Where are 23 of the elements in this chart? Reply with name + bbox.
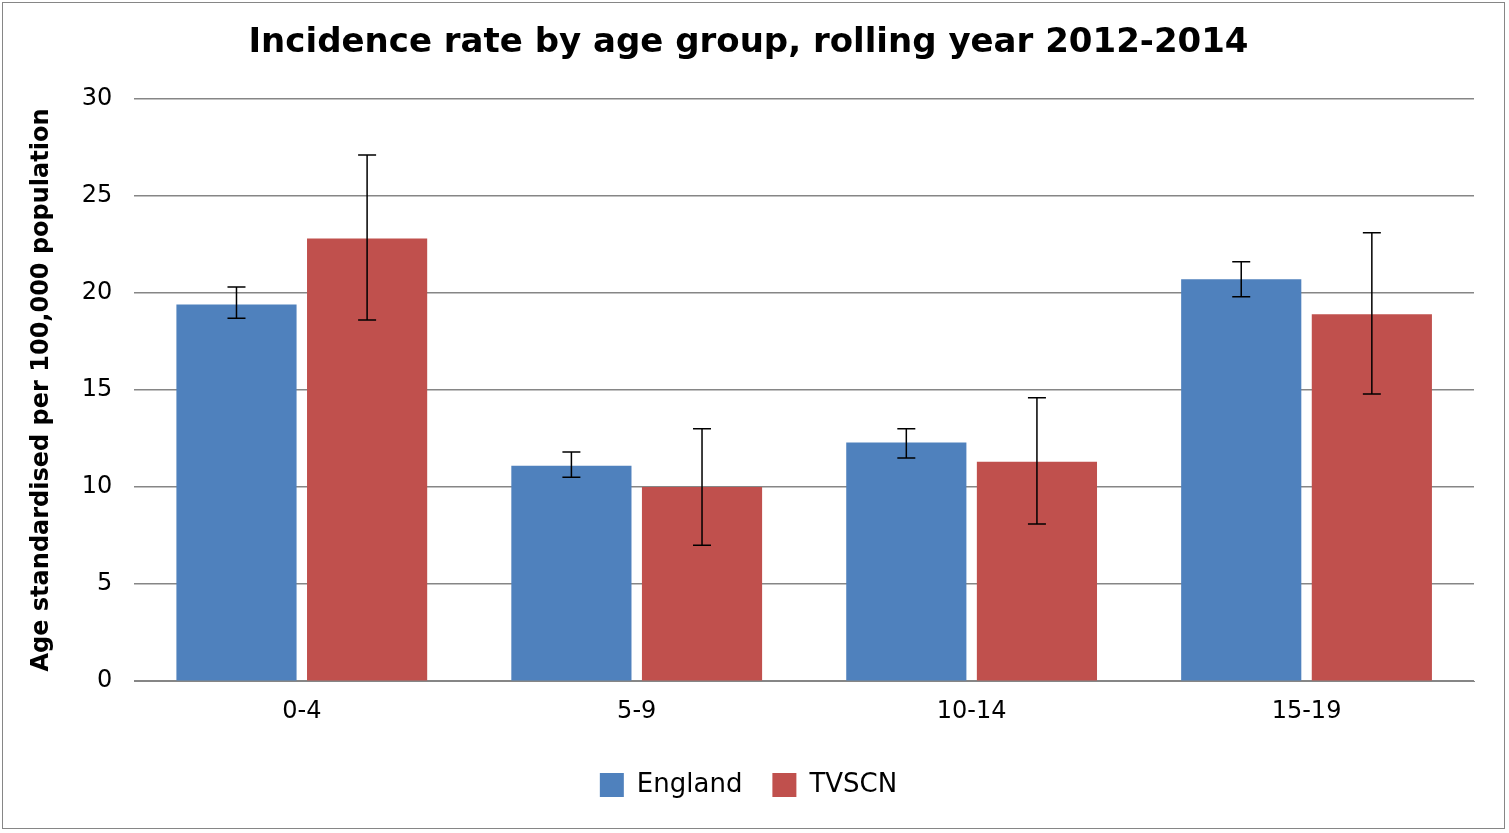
bar [176,304,297,681]
x-tick-label: 15-19 [1271,695,1342,724]
legend-label: TVSCN [808,767,898,798]
bar [846,442,967,681]
x-tick-label: 10-14 [936,695,1007,724]
y-tick-label: 25 [81,180,113,209]
bar [1311,314,1432,681]
bar [976,461,1098,681]
x-tick-label: 0-4 [282,695,322,724]
x-tick-label: 5-9 [617,695,657,724]
bar [307,238,428,681]
bar [641,487,763,681]
bar [511,465,632,681]
bar [1181,279,1302,681]
y-tick-label: 15 [81,374,113,403]
chart-title: Incidence rate by age group, rolling year 2012-2014 [248,20,1249,61]
y-axis-title: Age standardised per 100,000 population [25,108,54,672]
y-tick-label: 30 [81,83,113,112]
y-tick-label: 20 [81,277,113,306]
legend-label: England [636,767,743,798]
y-tick-label: 0 [97,665,113,694]
y-tick-label: 5 [97,568,113,597]
y-tick-label: 10 [81,471,113,500]
